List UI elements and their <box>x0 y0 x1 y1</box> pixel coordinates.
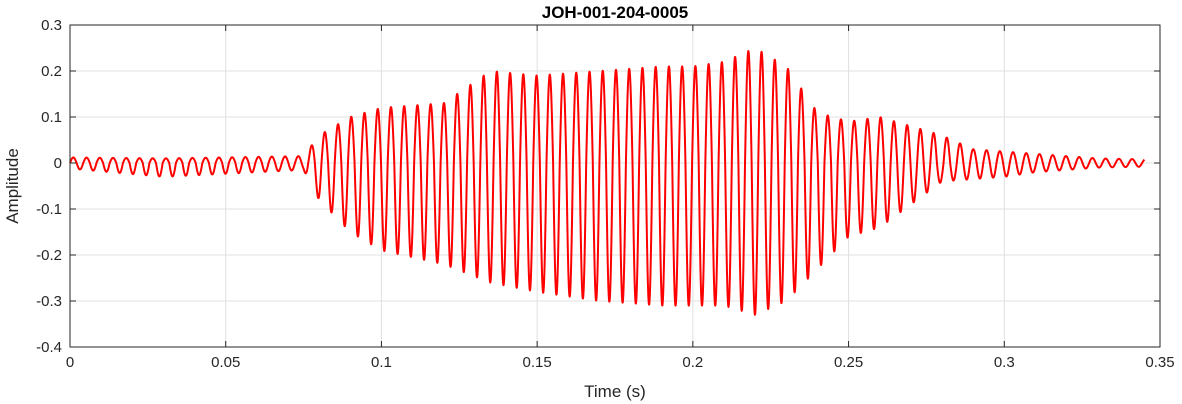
x-tick-labels: 0 0.05 0.1 0.15 0.2 0.25 0.3 0.35 <box>66 354 1175 371</box>
y-tick-labels: 0.3 0.2 0.1 0 -0.1 -0.2 -0.3 -0.4 <box>36 17 62 356</box>
x-tick-label: 0.15 <box>523 354 552 371</box>
y-tick-label: -0.1 <box>36 201 62 218</box>
y-tick-label: 0.2 <box>41 63 62 80</box>
x-tick-label: 0.1 <box>371 354 392 371</box>
plot-frame <box>69 24 1161 348</box>
y-tick-label: 0 <box>54 155 62 172</box>
x-tick-label: 0.3 <box>994 354 1015 371</box>
y-tick-label: 0.1 <box>41 109 62 126</box>
x-tick-label: 0.35 <box>1145 354 1174 371</box>
y-tick-label: 0.3 <box>41 17 62 34</box>
x-axis-label: Time (s) <box>584 382 646 401</box>
waveform-line <box>69 50 1146 316</box>
x-tick-label: 0.05 <box>211 354 240 371</box>
x-tick-label: 0.25 <box>834 354 863 371</box>
x-tick-label: 0.2 <box>682 354 703 371</box>
y-tick-label: -0.3 <box>36 293 62 310</box>
y-tick-label: -0.2 <box>36 247 62 264</box>
chart-title: JOH-001-204-0005 <box>542 3 688 22</box>
y-tick-label: -0.4 <box>36 339 62 356</box>
y-axis-label: Amplitude <box>3 148 22 224</box>
x-tick-label: 0 <box>66 354 74 371</box>
tick-marks <box>69 24 1161 348</box>
